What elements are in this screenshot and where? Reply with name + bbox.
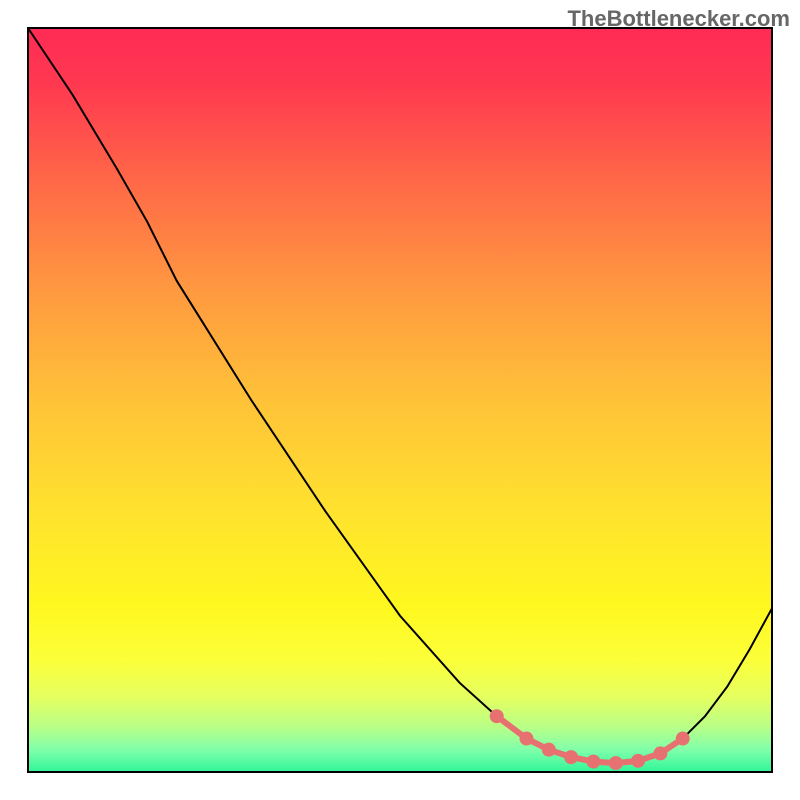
bottleneck-chart <box>0 0 800 800</box>
highlight-dot <box>653 746 667 760</box>
highlight-dot <box>490 709 504 723</box>
chart-container: TheBottlenecker.com <box>0 0 800 800</box>
highlight-dot <box>609 756 623 770</box>
highlight-dot <box>564 750 578 764</box>
highlight-dot <box>676 732 690 746</box>
highlight-dot <box>542 743 556 757</box>
highlight-dot <box>631 754 645 768</box>
highlight-dot <box>586 755 600 769</box>
highlight-dot <box>519 732 533 746</box>
plot-background <box>28 28 772 772</box>
watermark-text: TheBottlenecker.com <box>567 6 790 32</box>
